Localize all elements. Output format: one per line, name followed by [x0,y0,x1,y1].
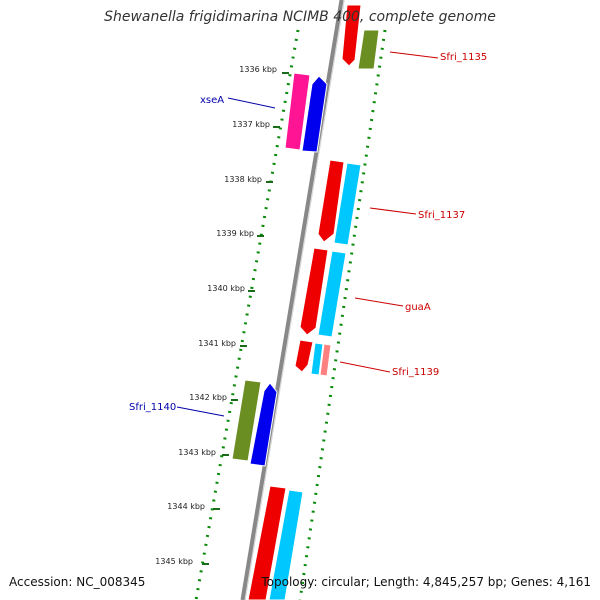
tick-label: 1340 kbp [207,284,245,293]
function-bar-sfri1140 [231,379,262,462]
leader-line-xsea [227,97,276,109]
gc-track-right [298,29,387,600]
function-bar-xsea [284,72,311,151]
function-bar-guaa [317,250,347,338]
cds-forward-partial[interactable] [247,485,287,600]
gene-label-sfri1139[interactable]: Sfri_1139 [392,367,439,378]
gene-label-xsea[interactable]: xseA [200,95,224,106]
leader-line-sfri1135 [389,51,439,59]
function-bar-sfri1135 [357,29,380,70]
function-bar-sfri1137 [333,162,362,246]
cds-reverse-xsea[interactable] [301,75,328,153]
gc-track-left [194,29,300,600]
gene-label-guaa[interactable]: guaA [405,302,431,313]
gene-label-sfri1135[interactable]: Sfri_1135 [440,52,487,63]
tick-label: 1341 kbp [198,339,236,348]
gene-label-sfri1140[interactable]: Sfri_1140 [129,402,176,413]
function-bar-sfri1139-b [319,343,332,377]
backbone-line [240,0,345,600]
tick-label: 1339 kbp [216,229,254,238]
cds-forward-sfri1137[interactable] [317,159,345,243]
leader-line-sfri1139 [339,361,391,373]
topology-label: Topology: circular; Length: 4,845,257 bp… [261,575,591,589]
leader-line-sfri1140 [176,406,225,417]
cds-forward-sfri1139[interactable] [294,339,314,373]
tick-label: 1342 kbp [189,393,227,402]
gene-label-sfri1137[interactable]: Sfri_1137 [418,210,465,221]
genome-title: Shewanella frigidimarina NCIMB 400, comp… [104,9,496,25]
accession-label: Accession: NC_008345 [9,575,146,589]
leader-line-guaa [354,297,404,307]
leader-line-sfri1137 [369,207,417,215]
tick-group: 1336 kbp 1337 kbp 1338 kbp 1339 kbp 1340… [155,65,289,566]
backbone-highlight [244,0,345,600]
cds-forward-sfri1135[interactable] [341,4,362,67]
cds-forward-guaa[interactable] [299,247,329,336]
cds-reverse-sfri1140[interactable] [249,382,278,467]
function-bar-partial [268,489,304,600]
tick-label: 1345 kbp [155,557,193,566]
function-bar-sfri1139-a [310,342,324,376]
tick-label: 1336 kbp [239,65,277,74]
tick-label: 1337 kbp [232,120,270,129]
tick-label: 1338 kbp [224,175,262,184]
tick-label: 1344 kbp [167,502,205,511]
tick-label: 1343 kbp [178,448,216,457]
